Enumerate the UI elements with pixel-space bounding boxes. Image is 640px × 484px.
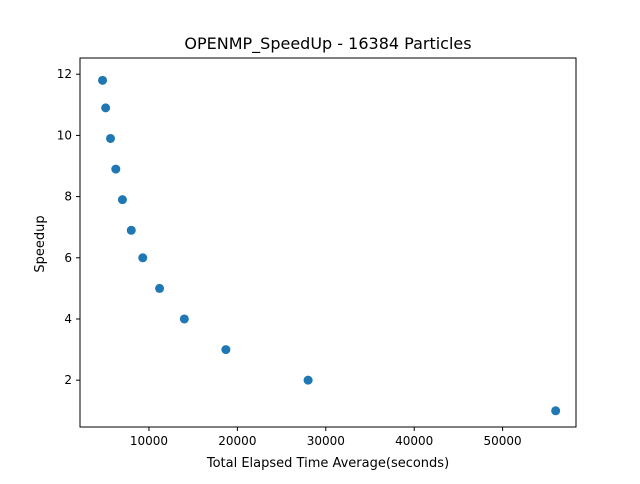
y-tick-label: 2 [64,373,72,387]
chart-title: OPENMP_SpeedUp - 16384 Particles [184,34,471,54]
y-axis-ticks: 2 4 6 8 10 12 [57,67,80,387]
scatter-point [117,195,127,205]
x-tick-label: 50000 [484,434,522,448]
scatter-point [303,375,313,385]
y-tick-label: 4 [64,312,72,326]
scatter-point [126,225,136,235]
scatter-point [98,75,108,85]
y-tick-label: 6 [64,251,72,265]
y-tick-label: 12 [57,67,72,81]
scatter-point [111,164,121,174]
data-points [98,75,561,416]
scatter-point [106,133,116,143]
plot-area-frame [79,57,577,428]
y-tick-label: 10 [57,128,72,142]
x-tick-label: 30000 [307,434,345,448]
x-axis-ticks: 10000 20000 30000 40000 50000 [130,427,522,448]
x-tick-label: 10000 [130,434,168,448]
scatter-point [138,253,148,263]
x-tick-label: 20000 [218,434,256,448]
y-axis-label: Speedup [33,215,48,272]
scatter-point [551,406,561,416]
x-tick-label: 40000 [395,434,433,448]
scatter-point [179,314,189,324]
scatter-point [155,283,165,293]
x-axis-label: Total Elapsed Time Average(seconds) [206,456,449,471]
scatter-point [101,103,111,113]
scatter-point [221,345,231,355]
y-tick-label: 8 [64,190,72,204]
